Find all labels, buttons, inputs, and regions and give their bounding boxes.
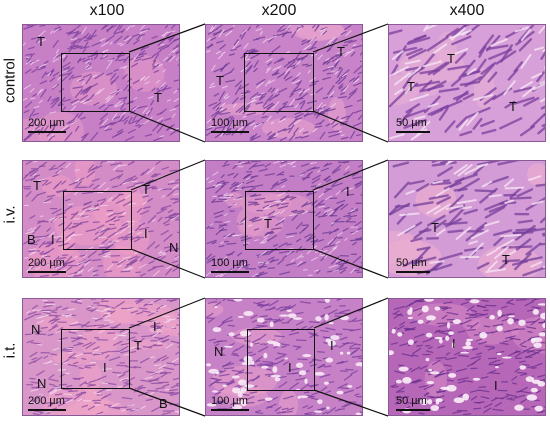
- scale-bar-label: 50 µm: [396, 117, 427, 129]
- scale-bar-label: 200 µm: [28, 257, 65, 269]
- micrograph-control-x400: T T T 50 µm: [388, 24, 546, 142]
- micrograph-texture: [206, 299, 362, 415]
- row-label-iv: i.v.: [1, 205, 19, 224]
- scale-bar: [211, 271, 249, 273]
- zoom-box: [245, 191, 314, 250]
- scale-bar: [28, 271, 66, 273]
- zoom-box: [247, 329, 315, 391]
- label-T: T: [509, 99, 517, 114]
- label-I: I: [51, 232, 55, 247]
- label-N: N: [169, 240, 179, 255]
- scale-bar: [28, 131, 66, 133]
- scale-bar-label: 50 µm: [396, 395, 427, 407]
- scale-bar-label: 100 µm: [211, 117, 248, 129]
- label-B: B: [159, 396, 168, 411]
- scale-bar: [28, 409, 66, 411]
- zoom-box: [61, 53, 130, 112]
- scale-bar: [396, 409, 430, 411]
- label-T: T: [37, 34, 45, 49]
- label-I: I: [346, 184, 350, 199]
- label-T: T: [216, 73, 224, 88]
- column-header-x200: x200: [261, 2, 297, 19]
- label-I: I: [288, 360, 292, 375]
- label-N: N: [214, 344, 224, 359]
- label-T: T: [154, 90, 162, 105]
- label-T: T: [142, 182, 150, 197]
- zoom-box: [63, 191, 132, 250]
- scale-bar-label: 50 µm: [396, 257, 427, 269]
- label-B: B: [27, 232, 36, 247]
- micrograph-texture: [389, 299, 545, 415]
- label-T: T: [134, 338, 142, 353]
- row-label-control: control: [1, 57, 19, 104]
- label-T: T: [431, 220, 439, 235]
- micrograph-it-x200: N I I 100 µm: [205, 298, 363, 416]
- label-I: I: [153, 319, 157, 334]
- scale-bar-label: 200 µm: [28, 117, 65, 129]
- micrograph-it-x100: N I T I N B 200 µm: [22, 298, 180, 416]
- label-I: I: [330, 338, 334, 353]
- label-I: I: [452, 336, 456, 351]
- label-T: T: [337, 44, 345, 59]
- column-header-x400: x400: [449, 2, 485, 19]
- micrograph-control-x200: T T 100 µm: [205, 24, 363, 142]
- scale-bar: [211, 409, 249, 411]
- label-T: T: [407, 79, 415, 94]
- scale-bar-label: 100 µm: [211, 395, 248, 407]
- label-I: I: [144, 226, 148, 241]
- micrograph-texture: [389, 161, 545, 277]
- micrograph-iv-x100: T T B I I N 200 µm: [22, 160, 180, 278]
- label-T: T: [447, 51, 455, 66]
- micrograph-texture: [389, 25, 545, 141]
- label-T: T: [33, 178, 41, 193]
- micrograph-control-x100: T T 200 µm: [22, 24, 180, 142]
- scale-bar-label: 200 µm: [28, 395, 65, 407]
- label-I: I: [103, 360, 107, 375]
- micrograph-it-x400: I I 50 µm: [388, 298, 546, 416]
- row-label-it: i.t.: [1, 342, 19, 359]
- micrograph-iv-x400: T T 50 µm: [388, 160, 546, 278]
- label-N: N: [31, 322, 41, 337]
- scale-bar: [211, 131, 249, 133]
- scale-bar-label: 100 µm: [211, 257, 248, 269]
- label-T: T: [502, 252, 510, 267]
- zoom-box: [244, 53, 314, 112]
- label-T: T: [264, 216, 272, 231]
- column-header-x100: x100: [89, 2, 125, 19]
- zoom-box: [61, 329, 130, 389]
- micrograph-iv-x200: T I 100 µm: [205, 160, 363, 278]
- scale-bar: [396, 271, 430, 273]
- scale-bar: [396, 131, 430, 133]
- label-I: I: [494, 378, 498, 393]
- label-N: N: [37, 376, 47, 391]
